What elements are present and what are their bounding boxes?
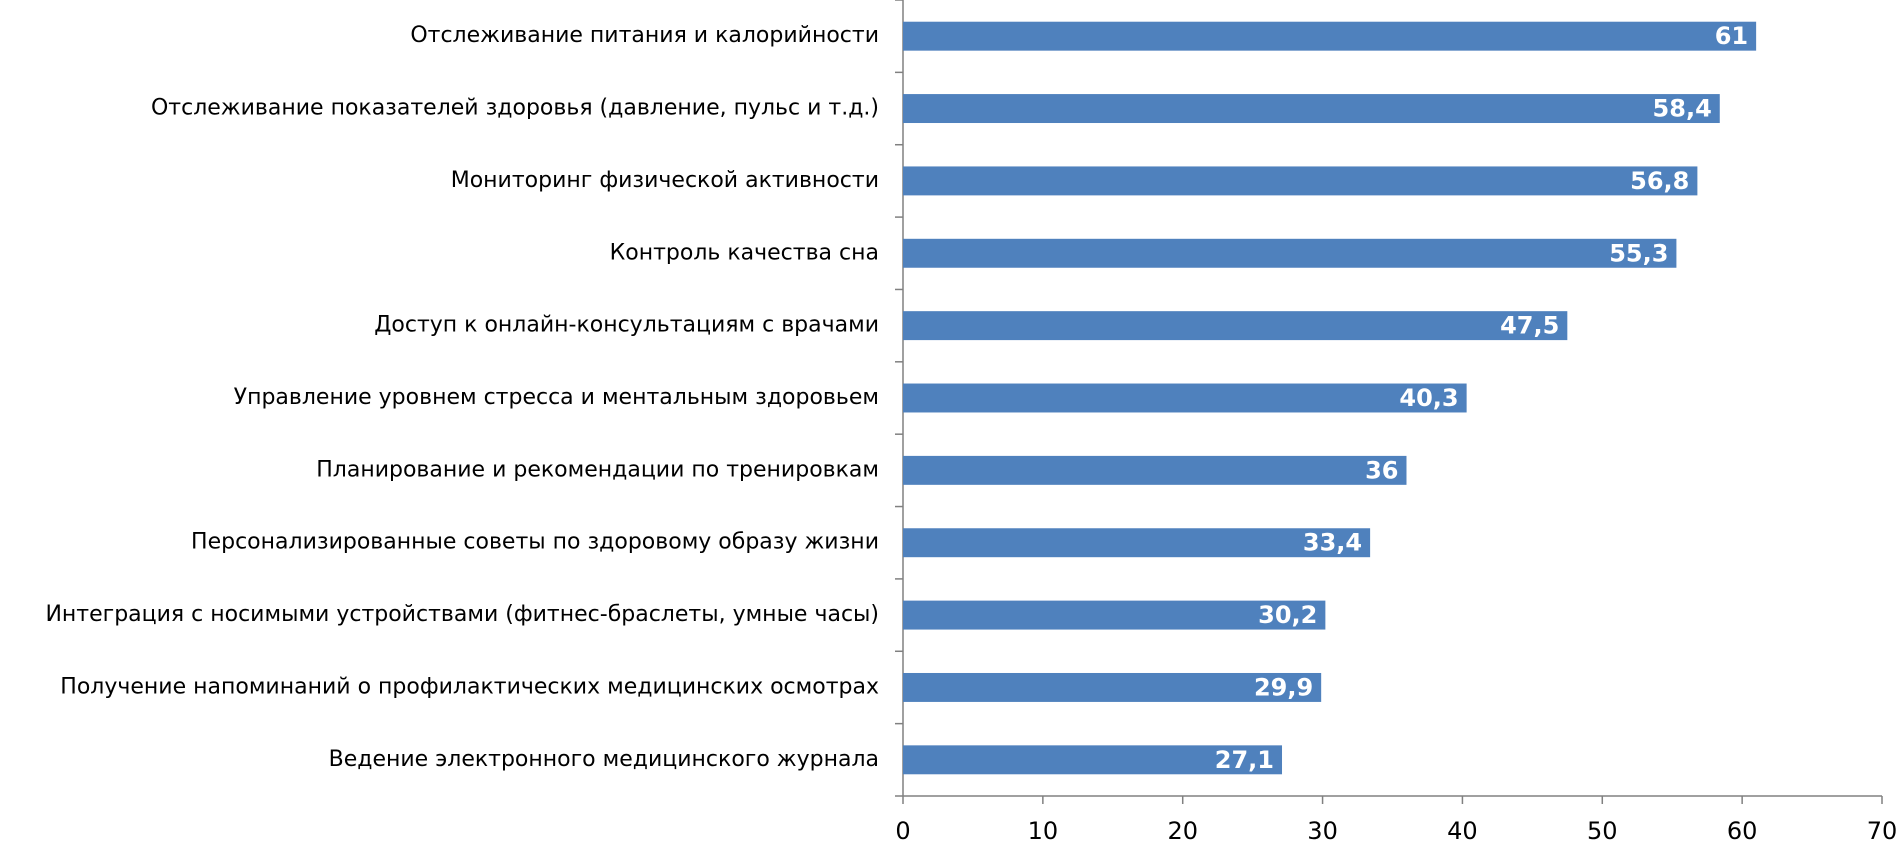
x-tick-label: 20 (1167, 817, 1198, 845)
y-tick-label: Управление уровнем стресса и ментальным … (234, 385, 879, 410)
x-tick-label: 30 (1307, 817, 1338, 845)
bar (903, 94, 1720, 124)
y-tick-label: Отслеживание питания и калорийности (410, 23, 879, 48)
value-label: 27,1 (1215, 746, 1274, 774)
bar (903, 672, 1322, 702)
bar (903, 745, 1283, 775)
bar (903, 311, 1568, 341)
bar (903, 455, 1407, 485)
x-tick-label: 70 (1867, 817, 1898, 845)
x-tick-label: 40 (1447, 817, 1478, 845)
y-tick-label: Доступ к онлайн-консультациям с врачами (374, 313, 879, 338)
value-label: 58,4 (1653, 95, 1712, 123)
value-label: 47,5 (1500, 312, 1559, 340)
value-label: 33,4 (1303, 529, 1362, 557)
bar (903, 166, 1698, 196)
bar (903, 21, 1757, 51)
bar (903, 528, 1371, 558)
value-label: 56,8 (1630, 167, 1689, 195)
bar (903, 238, 1677, 268)
x-tick-label: 0 (895, 817, 910, 845)
y-tick-label: Получение напоминаний о профилактических… (60, 674, 879, 699)
y-tick-label: Интеграция с носимыми устройствами (фитн… (45, 602, 879, 627)
y-tick-label: Контроль качества сна (610, 240, 879, 265)
x-tick-label: 10 (1028, 817, 1059, 845)
bar (903, 383, 1467, 413)
bar (903, 600, 1326, 630)
value-label: 36 (1365, 456, 1398, 484)
x-tick-label: 50 (1587, 817, 1618, 845)
value-label: 30,2 (1258, 601, 1317, 629)
y-tick-label: Отслеживание показателей здоровья (давле… (151, 96, 879, 121)
y-tick-label: Персонализированные советы по здоровому … (191, 530, 879, 555)
value-label: 55,3 (1609, 239, 1668, 267)
value-label: 61 (1715, 22, 1748, 50)
x-tick-label: 60 (1727, 817, 1758, 845)
y-tick-label: Ведение электронного медицинского журнал… (329, 747, 879, 772)
y-tick-label: Планирование и рекомендации по тренировк… (316, 457, 879, 482)
y-tick-label: Мониторинг физической активности (451, 168, 879, 193)
value-label: 29,9 (1254, 673, 1313, 701)
value-label: 40,3 (1399, 384, 1458, 412)
